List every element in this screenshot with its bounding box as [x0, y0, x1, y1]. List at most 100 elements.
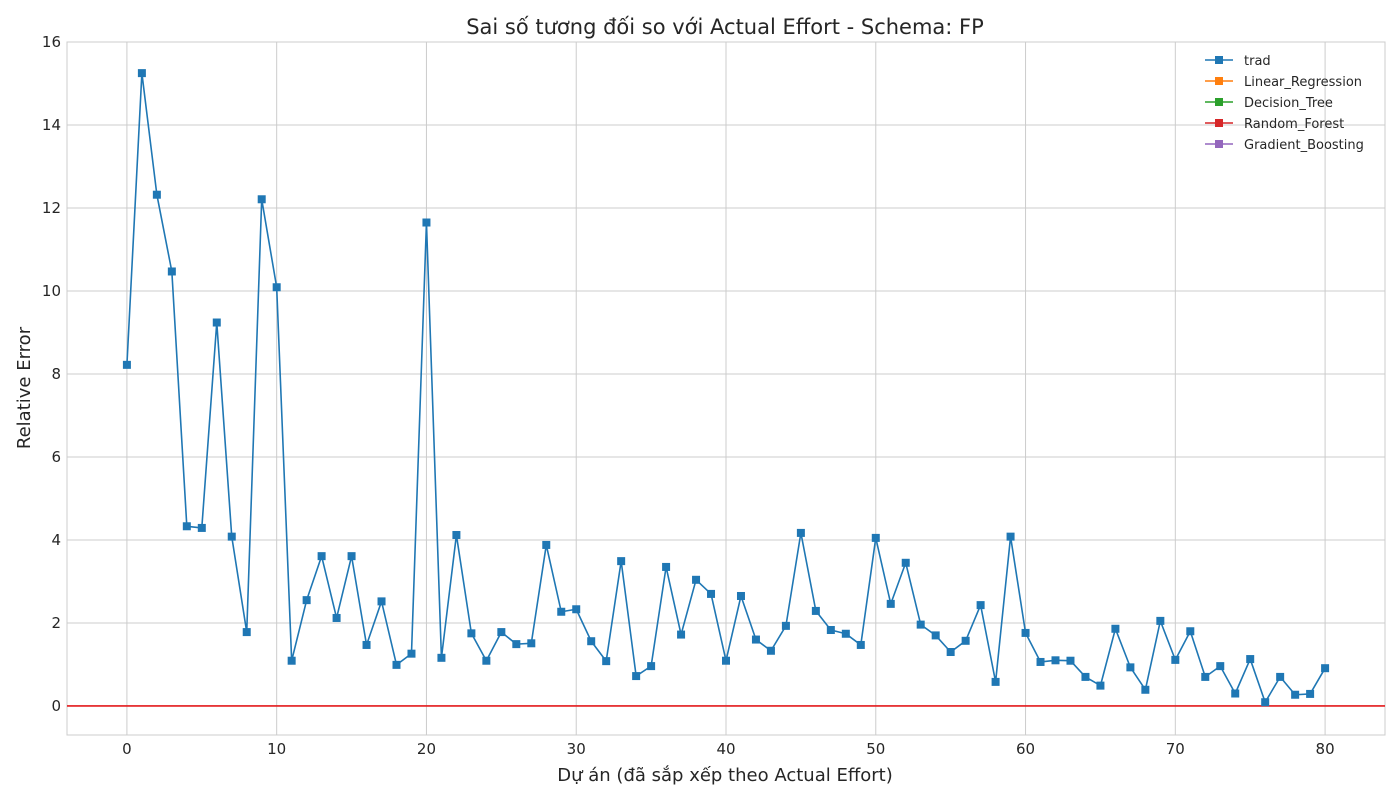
- data-point-marker: [287, 656, 296, 665]
- data-point-marker: [1201, 672, 1210, 681]
- y-tick-labels: 0 2 4 6 8 10 12 14 16: [42, 33, 61, 715]
- data-point-marker: [1216, 662, 1225, 671]
- y-tick-label: 14: [42, 116, 61, 134]
- legend: trad Linear_Regression Decision_Tree Random…: [1205, 54, 1364, 153]
- x-tick-label: 20: [417, 740, 436, 758]
- data-point-marker: [1141, 685, 1150, 694]
- data-point-marker: [302, 596, 311, 605]
- data-point-marker: [811, 606, 820, 615]
- legend-swatch-marker: [1215, 140, 1223, 148]
- data-point-marker: [407, 649, 416, 658]
- data-point-marker: [856, 640, 865, 649]
- x-tick-label: 50: [866, 740, 885, 758]
- data-point-marker: [781, 621, 790, 630]
- data-point-marker: [1171, 655, 1180, 664]
- legend-swatch-marker: [1215, 119, 1223, 127]
- data-point-marker: [392, 660, 401, 669]
- data-point-marker: [497, 628, 506, 637]
- y-axis-label: Relative Error: [14, 326, 35, 449]
- data-point-marker: [916, 620, 925, 629]
- data-point-marker: [976, 601, 985, 610]
- data-point-marker: [332, 613, 341, 622]
- data-point-marker: [1156, 616, 1165, 625]
- data-point-marker: [557, 607, 566, 616]
- data-point-marker: [991, 677, 1000, 686]
- legend-item: Decision_Tree: [1205, 96, 1333, 111]
- data-point-marker: [692, 575, 701, 584]
- data-point-marker: [422, 218, 431, 227]
- data-point-marker: [362, 640, 371, 649]
- data-point-marker: [1321, 664, 1330, 673]
- data-point-marker: [796, 528, 805, 537]
- data-point-marker: [317, 552, 326, 561]
- x-tick-labels: 0 10 20 30 40 50 60 70 80: [122, 740, 1335, 758]
- data-point-marker: [901, 558, 910, 567]
- legend-swatch-marker: [1215, 77, 1223, 85]
- x-tick-label: 40: [716, 740, 735, 758]
- legend-item: Gradient_Boosting: [1205, 138, 1364, 153]
- data-point-marker: [662, 562, 671, 571]
- x-tick-label: 70: [1166, 740, 1185, 758]
- legend-label: Decision_Tree: [1244, 96, 1333, 111]
- x-tick-label: 80: [1316, 740, 1335, 758]
- data-point-marker: [182, 522, 191, 531]
- data-point-marker: [347, 552, 356, 561]
- data-point-marker: [197, 523, 206, 532]
- chart-title: Sai số tương đối so với Actual Effort - …: [466, 15, 984, 39]
- x-tick-label: 60: [1016, 740, 1035, 758]
- data-point-marker: [707, 589, 716, 598]
- data-point-marker: [377, 597, 386, 606]
- legend-label: Linear_Regression: [1244, 75, 1362, 90]
- data-point-marker: [1111, 624, 1120, 633]
- data-point-marker: [602, 657, 611, 666]
- y-tick-label: 6: [51, 448, 61, 466]
- data-point-marker: [1036, 657, 1045, 666]
- data-point-marker: [1276, 672, 1285, 681]
- x-tick-label: 30: [567, 740, 586, 758]
- y-tick-label: 16: [42, 33, 61, 51]
- data-point-marker: [766, 646, 775, 655]
- data-point-marker: [572, 605, 581, 614]
- data-point-marker: [751, 635, 760, 644]
- data-point-marker: [1006, 532, 1015, 541]
- y-tick-label: 10: [42, 282, 61, 300]
- data-point-marker: [946, 648, 955, 657]
- x-tick-label: 0: [122, 740, 132, 758]
- data-point-marker: [1066, 656, 1075, 665]
- data-point-marker: [1261, 698, 1270, 707]
- data-point-marker: [647, 662, 656, 671]
- legend-item: Linear_Regression: [1205, 75, 1362, 90]
- data-point-marker: [826, 626, 835, 635]
- data-markers: [122, 69, 1330, 707]
- x-axis-label: Dự án (đã sắp xếp theo Actual Effort): [557, 765, 892, 786]
- data-point-marker: [482, 656, 491, 665]
- y-tick-label: 0: [51, 697, 61, 715]
- data-point-marker: [512, 640, 521, 649]
- data-point-marker: [137, 69, 146, 78]
- legend-label: Gradient_Boosting: [1244, 138, 1364, 153]
- legend-swatch-marker: [1215, 56, 1223, 64]
- data-point-marker: [212, 318, 221, 327]
- data-point-marker: [542, 540, 551, 549]
- data-point-marker: [452, 530, 461, 539]
- data-point-marker: [1021, 628, 1030, 637]
- data-point-marker: [1126, 663, 1135, 672]
- legend-swatch-marker: [1215, 98, 1223, 106]
- data-point-marker: [467, 629, 476, 638]
- data-point-marker: [841, 629, 850, 638]
- x-tick-label: 10: [267, 740, 286, 758]
- y-tick-label: 4: [51, 531, 61, 549]
- legend-label: Random_Forest: [1244, 117, 1344, 132]
- data-point-marker: [886, 599, 895, 608]
- data-point-marker: [1081, 672, 1090, 681]
- data-point-marker: [1186, 627, 1195, 636]
- data-point-marker: [242, 628, 251, 637]
- data-point-marker: [152, 190, 161, 199]
- data-point-marker: [587, 637, 596, 646]
- data-point-marker: [1051, 656, 1060, 665]
- data-point-marker: [722, 656, 730, 665]
- data-point-marker: [677, 630, 686, 639]
- data-point-marker: [1291, 690, 1300, 699]
- data-point-marker: [272, 283, 281, 292]
